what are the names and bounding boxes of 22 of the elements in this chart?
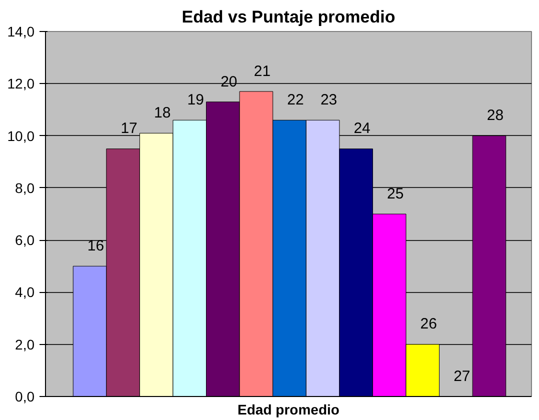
x-tick-label: 19 (187, 92, 204, 108)
y-tick-label: 12,0 (7, 76, 35, 92)
y-tick-label: 2,0 (15, 336, 35, 352)
y-tick-label: 10,0 (7, 128, 35, 144)
x-tick-label: 17 (120, 120, 138, 138)
x-tick-label: 21 (254, 62, 271, 80)
x-tick-label: 22 (287, 92, 304, 108)
y-tick-label: 0,0 (15, 388, 35, 404)
x-tick-label: 28 (486, 107, 504, 124)
chart-title: Edad vs Puntaje promedio (182, 8, 396, 26)
x-tick-label: 27 (454, 368, 470, 385)
x-axis-title: Edad promedio (238, 402, 340, 418)
y-tick-label: 4,0 (15, 284, 35, 300)
x-tick-label: 26 (420, 316, 437, 333)
y-tick-label: 6,0 (15, 232, 35, 248)
x-tick-label: 25 (387, 185, 404, 202)
x-tick-label: 24 (354, 120, 370, 138)
x-tick-label: 23 (320, 92, 338, 108)
x-tick-label: 18 (154, 104, 171, 122)
x-tick-label: 16 (87, 238, 104, 254)
y-tick-label: 14,0 (7, 24, 35, 40)
y-tick-label: 8,0 (15, 180, 35, 196)
